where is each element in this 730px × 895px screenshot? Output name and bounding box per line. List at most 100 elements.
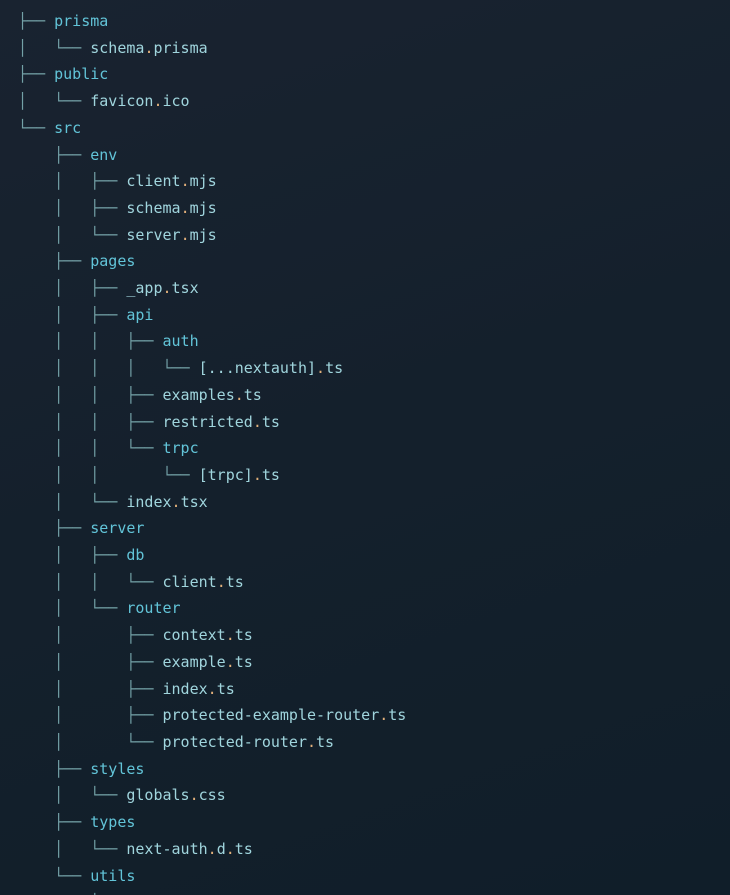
tree-row: │ ├── db: [18, 542, 730, 569]
file-name: schema: [126, 199, 180, 217]
file-name: next-auth: [126, 840, 207, 858]
dot-separator: .: [153, 92, 162, 110]
tree-row: │ └── index.tsx: [18, 489, 730, 516]
dot-separator: .: [181, 172, 190, 190]
dot-separator: .: [163, 279, 172, 297]
file-name: server: [126, 226, 180, 244]
dot-separator: .: [190, 786, 199, 804]
file-name: index: [163, 680, 208, 698]
tree-connector: │ └──: [18, 39, 90, 57]
tree-connector: │ ├──: [18, 653, 163, 671]
tree-connector: ├──: [18, 813, 90, 831]
file-ext: mjs: [190, 199, 217, 217]
tree-connector: │ └──: [18, 840, 126, 858]
file-ext: ico: [163, 92, 190, 110]
tree-row: ├── server: [18, 515, 730, 542]
dot-separator: .: [172, 493, 181, 511]
tree-row: │ └── server.mjs: [18, 222, 730, 249]
tree-connector: ├──: [18, 252, 90, 270]
tree-row: │ ├── protected-example-router.ts: [18, 702, 730, 729]
tree-row: ├── types: [18, 809, 730, 836]
tree-connector: │ │ └──: [18, 439, 163, 457]
file-ext: ts: [262, 413, 280, 431]
dot-separator: .: [181, 226, 190, 244]
tree-row: │ ├── example.ts: [18, 649, 730, 676]
tree-connector: │ └──: [18, 599, 126, 617]
tree-connector: │ ├──: [18, 172, 126, 190]
tree-row: ├── pages: [18, 248, 730, 275]
file-ext: ts: [325, 359, 343, 377]
tree-connector: │ │ ├──: [18, 413, 163, 431]
file-name: index: [126, 493, 171, 511]
tree-connector: │ ├──: [18, 626, 163, 644]
dot-separator: .: [307, 733, 316, 751]
tree-connector: │ ├──: [18, 680, 163, 698]
tree-row: │ └── favicon.ico: [18, 88, 730, 115]
tree-connector: ├──: [18, 519, 90, 537]
tree-connector: ├──: [18, 146, 90, 164]
folder-name: api: [126, 306, 153, 324]
tree-row: │ └── globals.css: [18, 782, 730, 809]
folder-name: trpc: [163, 439, 199, 457]
file-ext: mjs: [190, 172, 217, 190]
file-name: protected-example-router: [163, 706, 380, 724]
tree-row: │ ├── context.ts: [18, 622, 730, 649]
file-ext: ts: [262, 466, 280, 484]
tree-row: ├── prisma: [18, 8, 730, 35]
tree-connector: │ ├──: [18, 199, 126, 217]
file-ext: ts: [217, 680, 235, 698]
tree-row: │ └── schema.prisma: [18, 35, 730, 62]
tree-row: │ │ ├── restricted.ts: [18, 409, 730, 436]
file-ext: mjs: [190, 226, 217, 244]
file-ext: d: [217, 840, 226, 858]
file-name: context: [163, 626, 226, 644]
dot-separator: .: [226, 653, 235, 671]
file-name: _app: [126, 279, 162, 297]
tree-connector: │ └──: [18, 786, 126, 804]
file-ext: tsx: [181, 493, 208, 511]
folder-name: env: [90, 146, 117, 164]
folder-name: auth: [163, 332, 199, 350]
dot-separator: .: [253, 413, 262, 431]
file-name: protected-router: [163, 733, 308, 751]
folder-name: router: [126, 599, 180, 617]
tree-connector: └──: [18, 119, 54, 137]
tree-row: ├── styles: [18, 756, 730, 783]
folder-name: prisma: [54, 12, 108, 30]
tree-row: │ ├── schema.mjs: [18, 195, 730, 222]
dot-separator: .: [208, 840, 217, 858]
tree-connector: │ └──: [18, 733, 163, 751]
tree-connector: │ │ │ └──: [18, 359, 199, 377]
tree-row: │ ├── client.mjs: [18, 168, 730, 195]
tree-connector: └──: [18, 867, 90, 885]
tree-row: │ │ ├── auth: [18, 328, 730, 355]
tree-connector: │ ├──: [18, 279, 126, 297]
folder-name: pages: [90, 252, 135, 270]
file-ext: ts: [316, 733, 334, 751]
file-name: example: [163, 653, 226, 671]
file-name: examples: [163, 386, 235, 404]
file-ext: ts: [235, 653, 253, 671]
file-name: client: [163, 573, 217, 591]
tree-connector: │ ├──: [18, 546, 126, 564]
tree-connector: │ │ ├──: [18, 332, 163, 350]
tree-connector: ├──: [18, 65, 54, 83]
dot-separator: .: [235, 386, 244, 404]
file-ext: ts: [235, 840, 253, 858]
tree-connector: │ │ └──: [18, 466, 199, 484]
tree-row: │ └── router: [18, 595, 730, 622]
tree-row: └── src: [18, 115, 730, 142]
tree-row: │ └── protected-router.ts: [18, 729, 730, 756]
tree-row: ├── public: [18, 61, 730, 88]
folder-name: styles: [90, 760, 144, 778]
folder-name: db: [126, 546, 144, 564]
tree-row: │ ├── index.ts: [18, 676, 730, 703]
folder-name: src: [54, 119, 81, 137]
file-name: [...nextauth]: [199, 359, 316, 377]
tree-row: └── utils: [18, 863, 730, 890]
file-name: globals: [126, 786, 189, 804]
dot-separator: .: [226, 840, 235, 858]
folder-name: server: [90, 519, 144, 537]
file-ext: ts: [235, 626, 253, 644]
file-ext: ts: [388, 706, 406, 724]
